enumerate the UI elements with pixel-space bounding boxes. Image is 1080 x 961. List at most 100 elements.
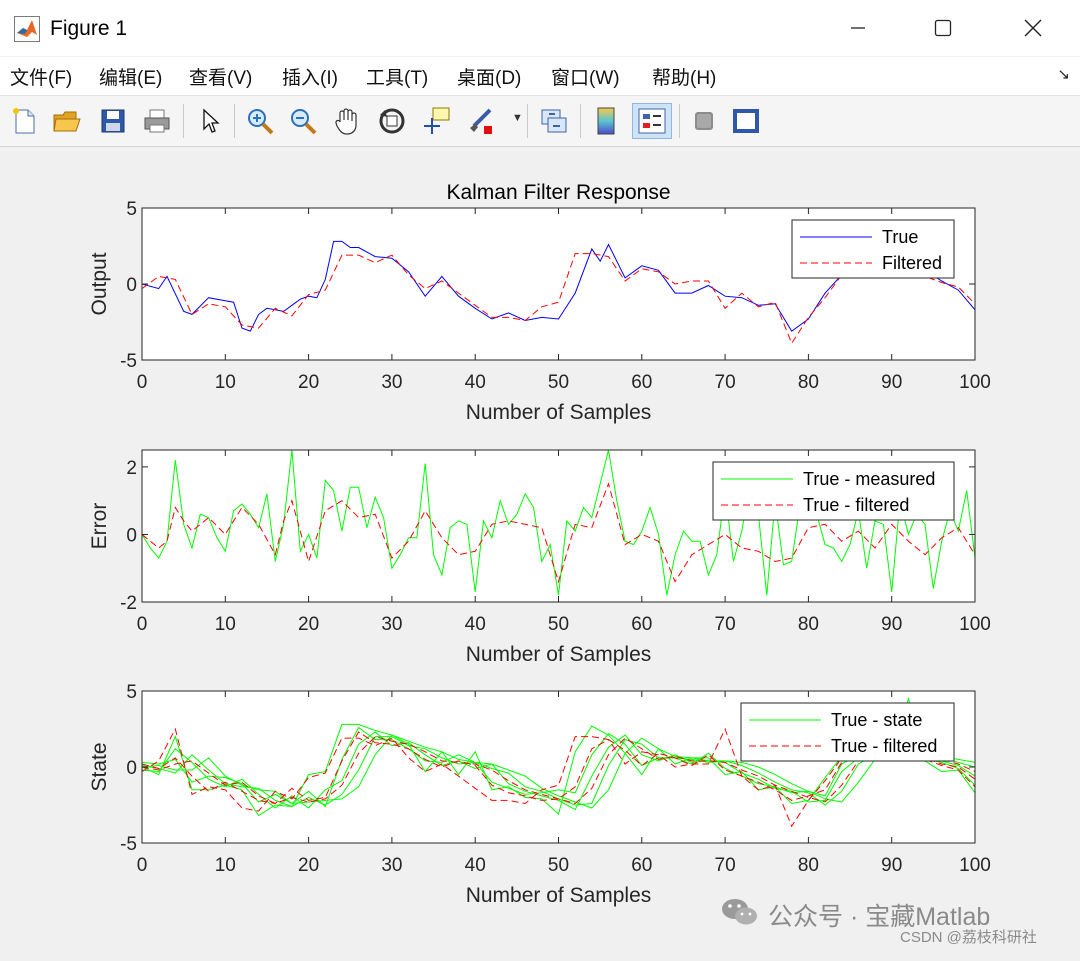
x-tick-label: 90 <box>881 614 902 635</box>
new-figure-button[interactable] <box>8 105 40 137</box>
series-line-true-state <box>142 696 975 817</box>
x-tick-label: 80 <box>798 614 819 635</box>
x-tick-label: 10 <box>215 855 236 876</box>
open-file-button[interactable] <box>51 105 83 137</box>
new-figure-icon <box>13 108 35 134</box>
legend-label: Filtered <box>882 253 942 273</box>
series-line-unnamed-1 <box>142 726 975 808</box>
zoom-out-icon <box>291 109 317 135</box>
series-group <box>142 240 975 345</box>
rotate-button[interactable] <box>376 105 408 137</box>
save-button[interactable] <box>97 105 129 137</box>
menu-help[interactable]: 帮助(H) <box>652 68 717 89</box>
y-tick-label: 5 <box>126 199 137 220</box>
window-titlebar: Figure 1 <box>0 0 1080 56</box>
series-line-unnamed-6 <box>142 731 975 805</box>
x-tick-label: 40 <box>465 614 486 635</box>
x-tick-label: 100 <box>959 372 991 393</box>
print-button[interactable] <box>141 105 173 137</box>
series-line-true-measured <box>142 450 975 596</box>
brush-dropdown-icon[interactable]: ▼ <box>512 112 523 124</box>
legend-label: True - measured <box>803 469 935 489</box>
x-tick-label: 70 <box>715 855 736 876</box>
x-tick-label: 70 <box>715 614 736 635</box>
link-plot-icon <box>541 109 567 133</box>
close-button[interactable] <box>1013 10 1053 46</box>
x-tick-label: 70 <box>715 372 736 393</box>
wechat-icon <box>722 899 757 925</box>
x-axis-label: Number of Samples <box>466 401 652 424</box>
maximize-button[interactable] <box>923 10 963 46</box>
y-tick-label: -5 <box>120 834 137 855</box>
legend-button[interactable] <box>632 103 672 139</box>
x-tick-label: 10 <box>215 614 236 635</box>
y-tick-label: 5 <box>126 682 137 703</box>
menu-edit[interactable]: 编辑(E) <box>99 68 163 89</box>
x-tick-label: 80 <box>798 855 819 876</box>
menu-insert[interactable]: 插入(I) <box>282 68 338 89</box>
series-line-true <box>142 240 975 332</box>
x-tick-label: 90 <box>881 372 902 393</box>
data-cursor-button[interactable] <box>420 105 452 137</box>
save-icon <box>101 109 125 133</box>
zoom-in-button[interactable] <box>244 105 276 137</box>
toolbar-separator <box>527 104 528 138</box>
toolbar-separator <box>679 104 680 138</box>
x-tick-label: 20 <box>298 855 319 876</box>
toolbar-separator <box>234 104 235 138</box>
legend-label: True - filtered <box>803 495 909 515</box>
x-tick-label: 30 <box>381 372 402 393</box>
menu-window[interactable]: 窗口(W) <box>551 68 620 89</box>
select-button[interactable] <box>194 105 226 137</box>
series-line-true-filtered <box>142 727 975 828</box>
colorbar-button[interactable] <box>590 105 622 137</box>
legend-frame <box>712 461 955 521</box>
show-plot-tools-button[interactable] <box>730 105 762 137</box>
minimize-button[interactable] <box>838 10 878 46</box>
menu-file[interactable]: 文件(F) <box>10 68 73 89</box>
dock-figure-icon[interactable]: ↘ <box>1057 66 1070 83</box>
x-tick-label: 80 <box>798 372 819 393</box>
toolbar-separator <box>580 104 581 138</box>
watermark-wechat: 公众号 · 宝藏Matlab <box>768 903 991 931</box>
menu-desktop[interactable]: 桌面(D) <box>457 68 522 89</box>
legend-label: True <box>882 227 918 247</box>
link-plot-button[interactable] <box>538 105 570 137</box>
rotate-3d-icon <box>379 108 405 134</box>
legend-label: True - filtered <box>831 736 937 756</box>
pan-button[interactable] <box>331 105 363 137</box>
x-tick-label: 20 <box>298 614 319 635</box>
minimize-icon <box>851 27 865 29</box>
x-tick-label: 40 <box>465 372 486 393</box>
menu-view[interactable]: 查看(V) <box>189 68 253 89</box>
matlab-logo-icon <box>14 16 40 42</box>
axes-title: Kalman Filter Response <box>446 181 670 204</box>
brush-button[interactable] <box>465 105 497 137</box>
open-file-icon <box>53 111 81 132</box>
x-tick-label: 0 <box>137 372 148 393</box>
y-tick-label: 0 <box>126 525 137 546</box>
print-icon <box>144 109 170 133</box>
zoom-in-icon <box>248 109 274 135</box>
legend-label: True - state <box>831 710 922 730</box>
toolbar-separator <box>183 104 184 138</box>
x-tick-label: 20 <box>298 372 319 393</box>
y-tick-label: -5 <box>120 351 137 372</box>
legend-box: True Filtered <box>791 219 955 279</box>
x-tick-label: 100 <box>959 614 991 635</box>
hide-plot-tools-button[interactable] <box>688 105 720 137</box>
menu-tools[interactable]: 工具(T) <box>366 68 429 89</box>
x-tick-label: 10 <box>215 372 236 393</box>
x-tick-label: 30 <box>381 614 402 635</box>
y-axis-label: Output <box>88 252 111 315</box>
window-title: Figure 1 <box>50 17 128 40</box>
x-tick-label: 40 <box>465 855 486 876</box>
series-line-unnamed-2 <box>142 731 975 811</box>
zoom-out-button[interactable] <box>287 105 319 137</box>
select-arrow-icon <box>203 108 220 133</box>
x-tick-label: 60 <box>631 372 652 393</box>
